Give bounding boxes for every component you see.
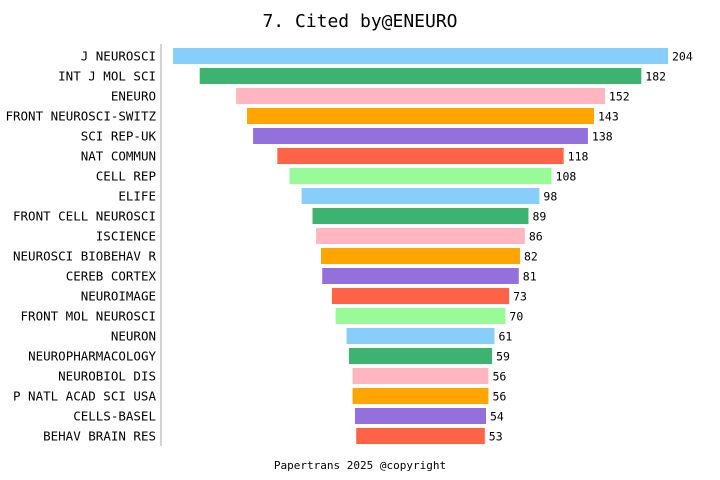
value-label: 152 <box>609 90 630 104</box>
y-tick-label: J NEUROSCI <box>81 49 156 64</box>
y-tick-label: FRONT CELL NEUROSCI <box>13 209 156 224</box>
y-tick-label: NEUROPHARMACOLOGY <box>28 349 156 364</box>
value-label: 73 <box>513 290 527 304</box>
value-label: 182 <box>645 70 666 84</box>
value-label: 204 <box>672 50 693 64</box>
bar <box>173 48 668 64</box>
y-tick-label: FRONT MOL NEUROSCI <box>21 309 156 324</box>
y-tick-label: CELL REP <box>96 169 156 184</box>
bar <box>321 248 520 264</box>
y-tick-label: SCI REP-UK <box>81 129 157 144</box>
value-label: 89 <box>532 210 546 224</box>
bar <box>322 268 519 284</box>
value-label: 56 <box>492 370 506 384</box>
bar <box>247 108 594 124</box>
bar <box>199 68 642 84</box>
value-label: 70 <box>509 310 523 324</box>
y-tick-label: CEREB CORTEX <box>66 269 157 284</box>
y-tick-label: ISCIENCE <box>96 229 156 244</box>
value-label: 108 <box>556 170 577 184</box>
y-tick-label: BEHAV BRAIN RES <box>43 429 156 444</box>
y-tick-label: NEURON <box>111 329 156 344</box>
value-label: 143 <box>598 110 619 124</box>
value-label: 56 <box>492 390 506 404</box>
y-tick-label: CELLS-BASEL <box>73 409 156 424</box>
bar <box>312 208 529 224</box>
bar <box>352 368 489 384</box>
y-tick-label: NEUROIMAGE <box>81 289 156 304</box>
chart-title: 7. Cited by@ENEURO <box>262 11 457 32</box>
y-tick-label: INT J MOL SCI <box>58 69 156 84</box>
value-label: 138 <box>592 130 613 144</box>
bar <box>346 328 495 344</box>
y-tick-label: NEUROBIOL DIS <box>58 369 156 384</box>
bar <box>352 388 489 404</box>
footer: Papertrans 2025 @copyright <box>274 459 446 472</box>
y-tick-label: NEUROSCI BIOBEHAV R <box>13 249 156 264</box>
value-label: 81 <box>523 270 537 284</box>
bar <box>354 408 487 424</box>
y-tick-label: ENEURO <box>111 89 156 104</box>
y-tick-label: NAT COMMUN <box>81 149 156 164</box>
bar <box>356 428 485 444</box>
value-label: 59 <box>496 350 510 364</box>
value-label: 86 <box>529 230 543 244</box>
value-label: 54 <box>490 410 504 424</box>
bar <box>253 128 588 144</box>
bar <box>301 188 540 204</box>
bar <box>289 168 552 184</box>
value-label: 61 <box>499 330 513 344</box>
value-label: 53 <box>489 430 503 444</box>
value-label: 82 <box>524 250 538 264</box>
bar <box>335 308 506 324</box>
bar <box>277 148 564 164</box>
value-label: 98 <box>543 190 557 204</box>
bar <box>331 288 510 304</box>
y-tick-label: P NATL ACAD SCI USA <box>13 389 156 404</box>
bar <box>316 228 525 244</box>
bar <box>236 88 605 104</box>
y-tick-label: ELIFE <box>118 189 156 204</box>
bar <box>348 348 493 364</box>
value-label: 118 <box>568 150 589 164</box>
y-tick-label: FRONT NEUROSCI-SWITZ <box>5 109 156 124</box>
